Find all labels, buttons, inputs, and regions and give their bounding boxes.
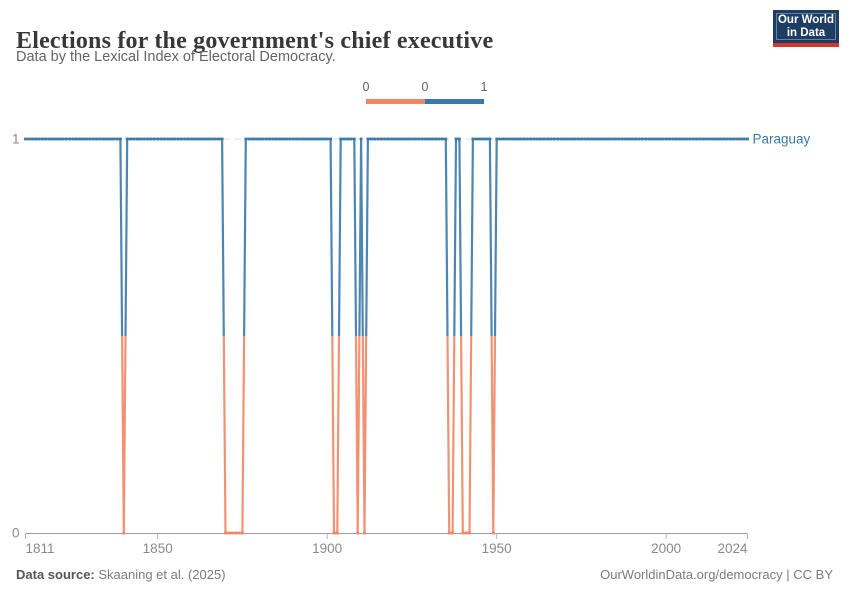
legend-segment-0 <box>366 99 425 104</box>
legend-label-mid: 0 <box>421 80 429 94</box>
x-tick-label: 2024 <box>717 541 748 556</box>
entity-label[interactable]: Paraguay <box>753 132 811 147</box>
owid-logo-line1: Our World <box>777 13 834 26</box>
chart-footer: Data source: Skaaning et al. (2025) OurW… <box>16 567 833 582</box>
x-tick-label: 1950 <box>482 541 512 556</box>
owid-link[interactable]: OurWorldinData.org/democracy | CC BY <box>600 567 833 582</box>
x-tick-label: 1850 <box>143 541 173 556</box>
series-line-value1 <box>25 137 748 337</box>
color-scale-legend: 0 0 1 <box>362 80 487 105</box>
chart-subtitle: Data by the Lexical Index of Electoral D… <box>16 49 336 65</box>
owid-logo-line2: in Data <box>786 26 826 39</box>
series-line-value0 <box>121 335 497 535</box>
x-tick-label: 1900 <box>312 541 342 556</box>
owid-logo-frame: Our World in Data <box>776 13 836 40</box>
y-tick-label: 0 <box>12 526 20 541</box>
data-source: Data source: Skaaning et al. (2025) <box>16 567 226 582</box>
legend-label-1: 1 <box>480 80 488 94</box>
x-tick-label: 2000 <box>651 541 681 556</box>
legend-bar <box>366 99 484 104</box>
page-title: Elections for the government's chief exe… <box>16 28 494 55</box>
legend-segment-1 <box>425 99 484 104</box>
series-markers <box>24 137 749 535</box>
y-tick-label: 1 <box>12 132 20 147</box>
data-source-text: Skaaning et al. (2025) <box>94 567 226 582</box>
legend-label-0: 0 <box>362 80 370 94</box>
x-axis-ticks: 1811 1850 1900 1950 2000 2024 <box>25 534 748 556</box>
owid-logo[interactable]: Our World in Data <box>773 10 839 47</box>
data-source-label: Data source: <box>16 567 95 582</box>
x-tick-label: 1811 <box>26 541 55 556</box>
